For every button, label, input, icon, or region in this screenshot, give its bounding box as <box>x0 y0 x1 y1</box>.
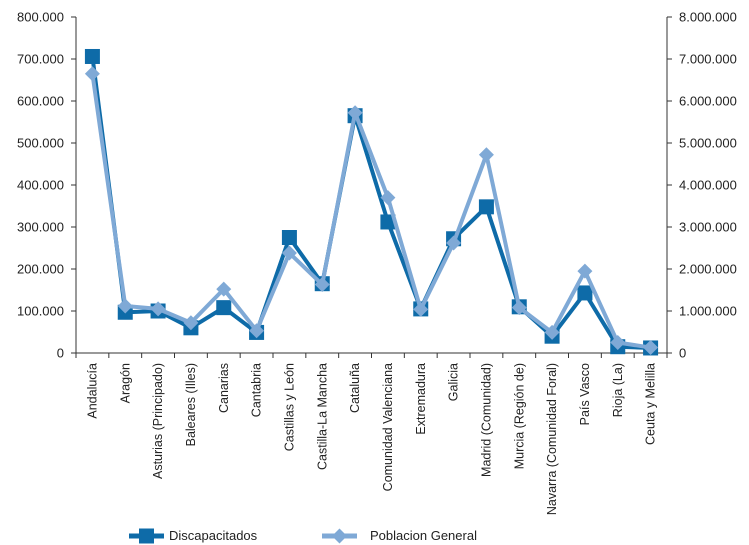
x-tick-label: Andalucía <box>85 363 99 419</box>
legend-label-discapacitados: Discapacitados <box>169 528 258 543</box>
data-point-poblacion-general <box>446 235 462 251</box>
left-tick-label: 0 <box>57 346 64 361</box>
x-tick-label: Galicia <box>447 363 461 401</box>
data-point-poblacion-general <box>281 245 297 261</box>
left-axis-ticks: 0 100.000 200.000 300.000 400.000 500.000 600.… <box>17 10 76 361</box>
x-tick-label: Baleares (Illes) <box>184 363 198 446</box>
right-tick-label: 7.000.000 <box>679 52 737 67</box>
left-tick-label: 500.000 <box>17 136 64 151</box>
left-tick-label: 100.000 <box>17 304 64 319</box>
legend-marker-discapacitados <box>139 528 154 544</box>
series-discapacitados <box>84 48 659 356</box>
data-point-poblacion-general <box>610 335 626 350</box>
legend-item-discapacitados <box>129 528 164 544</box>
left-tick-label: 400.000 <box>17 178 64 193</box>
x-tick-label: Aragón <box>118 363 132 403</box>
data-point-discapacitados <box>281 230 297 245</box>
x-tick-label: Extremadura <box>414 363 428 435</box>
right-tick-label: 2.000.000 <box>679 262 737 277</box>
x-tick-label: Castilla-La Mancha <box>315 363 329 470</box>
data-point-poblacion-general <box>511 300 527 316</box>
data-point-poblacion-general <box>183 315 199 331</box>
x-tick-label: Castillas y León <box>282 363 296 451</box>
right-tick-label: 5.000.000 <box>679 136 737 151</box>
x-tick-label: Madrid (Comunidad) <box>479 363 493 477</box>
x-tick-label: Canarias <box>217 363 231 413</box>
data-point-poblacion-general <box>249 323 265 339</box>
right-tick-label: 3.000.000 <box>679 220 737 235</box>
x-tick-label: Cantabria <box>250 363 264 417</box>
x-tick-label: Murcia (Región de) <box>512 363 526 469</box>
right-tick-label: 6.000.000 <box>679 94 737 109</box>
left-tick-label: 300.000 <box>17 220 64 235</box>
x-tick-label: Asturias (Principado) <box>151 363 165 479</box>
data-point-poblacion-general <box>347 105 363 121</box>
data-point-discapacitados <box>380 214 396 230</box>
data-point-poblacion-general <box>314 277 330 293</box>
right-axis-ticks: 0 1.000.000 2.000.000 3.000.000 4.000.000 5.0… <box>667 10 737 361</box>
data-point-poblacion-general <box>413 301 429 317</box>
data-point-poblacion-general <box>117 298 133 314</box>
right-tick-label: 8.000.000 <box>679 10 737 25</box>
left-tick-label: 200.000 <box>17 262 64 277</box>
data-point-poblacion-general <box>84 66 100 82</box>
data-point-poblacion-general <box>544 324 560 340</box>
x-tick-label: Comunidad Valenciana <box>381 363 395 491</box>
data-point-discapacitados <box>84 48 100 64</box>
left-tick-label: 600.000 <box>17 94 64 109</box>
data-point-poblacion-general <box>150 301 166 317</box>
data-point-poblacion-general <box>380 190 396 206</box>
x-tick-label: Cataluña <box>348 363 362 413</box>
data-point-poblacion-general <box>643 340 659 356</box>
x-tick-label: Ceuta y Melilla <box>644 363 658 445</box>
x-tick-label: Navarra (Comunidad Foral) <box>545 363 559 515</box>
x-tick-label: Rioja (La) <box>611 363 625 417</box>
right-tick-label: 4.000.000 <box>679 178 737 193</box>
series-line-poblacion-general <box>90 73 651 350</box>
left-tick-label: 700.000 <box>17 52 64 67</box>
right-tick-label: 1.000.000 <box>679 304 737 319</box>
data-point-discapacitados <box>478 199 494 215</box>
legend-item-poblacion-general <box>322 528 357 544</box>
x-tick-label: País Vasco <box>578 363 592 425</box>
data-point-poblacion-general <box>216 281 232 297</box>
data-point-poblacion-general <box>478 147 494 163</box>
series-layer <box>84 48 659 356</box>
right-tick-label: 0 <box>679 346 686 361</box>
chart-legend: Discapacitados Poblacion General <box>129 528 477 544</box>
legend-label-poblacion-general: Poblacion General <box>370 528 477 543</box>
data-point-poblacion-general <box>577 263 593 279</box>
x-axis-ticks: Andalucía Aragón Asturias (Principado) Bale… <box>75 353 668 515</box>
data-point-discapacitados <box>216 300 232 316</box>
series-poblacion-general <box>84 66 659 356</box>
legend-marker-poblacion-general <box>332 528 347 544</box>
data-point-discapacitados <box>577 285 593 301</box>
left-tick-label: 800.000 <box>17 10 64 25</box>
